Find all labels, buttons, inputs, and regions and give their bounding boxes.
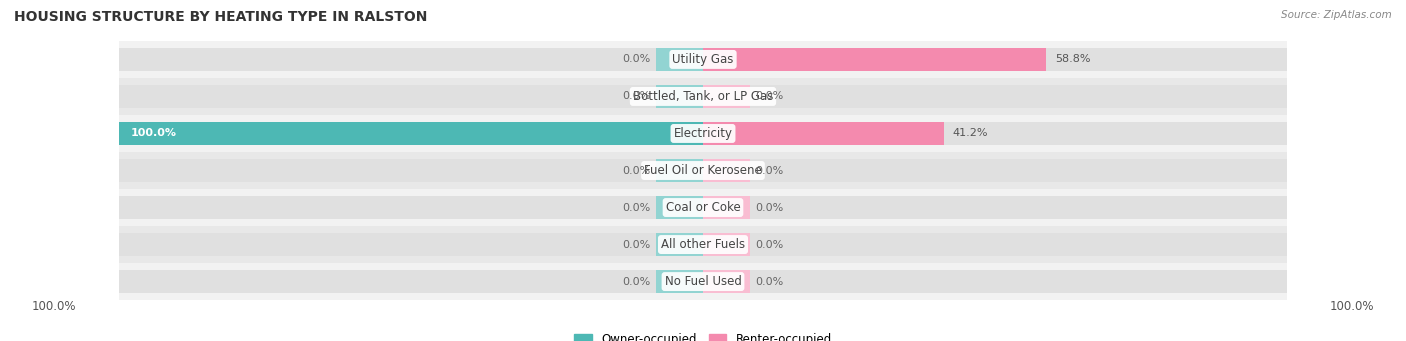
- Bar: [120, 234, 703, 256]
- Text: 0.0%: 0.0%: [755, 91, 783, 102]
- Bar: [120, 263, 1286, 300]
- Bar: [703, 234, 1286, 256]
- Text: 0.0%: 0.0%: [623, 91, 651, 102]
- Text: 100.0%: 100.0%: [1330, 300, 1375, 313]
- Bar: [703, 48, 1286, 71]
- Bar: [657, 196, 703, 219]
- Text: 100.0%: 100.0%: [31, 300, 76, 313]
- Bar: [703, 270, 1286, 293]
- Bar: [120, 122, 703, 145]
- Text: 58.8%: 58.8%: [1054, 55, 1091, 64]
- Bar: [703, 122, 943, 145]
- Text: Bottled, Tank, or LP Gas: Bottled, Tank, or LP Gas: [633, 90, 773, 103]
- Bar: [703, 196, 749, 219]
- Text: Fuel Oil or Kerosene: Fuel Oil or Kerosene: [644, 164, 762, 177]
- Bar: [703, 234, 749, 256]
- Text: 41.2%: 41.2%: [952, 129, 988, 138]
- Text: 0.0%: 0.0%: [755, 277, 783, 286]
- Bar: [657, 85, 703, 107]
- Bar: [657, 234, 703, 256]
- Bar: [120, 78, 1286, 115]
- Text: 0.0%: 0.0%: [755, 239, 783, 250]
- Bar: [120, 122, 703, 145]
- Text: Electricity: Electricity: [673, 127, 733, 140]
- Text: 0.0%: 0.0%: [623, 55, 651, 64]
- Bar: [120, 270, 703, 293]
- Bar: [703, 196, 1286, 219]
- Bar: [120, 152, 1286, 189]
- Bar: [120, 189, 1286, 226]
- Text: Utility Gas: Utility Gas: [672, 53, 734, 66]
- Bar: [120, 226, 1286, 263]
- Text: Coal or Coke: Coal or Coke: [665, 201, 741, 214]
- Bar: [657, 48, 703, 71]
- Bar: [120, 115, 1286, 152]
- Bar: [703, 159, 1286, 182]
- Bar: [703, 85, 749, 107]
- Bar: [120, 48, 703, 71]
- Text: No Fuel Used: No Fuel Used: [665, 275, 741, 288]
- Bar: [120, 41, 1286, 78]
- Text: 0.0%: 0.0%: [623, 239, 651, 250]
- Bar: [703, 159, 749, 182]
- Text: All other Fuels: All other Fuels: [661, 238, 745, 251]
- Bar: [703, 48, 1046, 71]
- Text: 100.0%: 100.0%: [131, 129, 177, 138]
- Text: 0.0%: 0.0%: [755, 203, 783, 212]
- Bar: [120, 196, 703, 219]
- Bar: [120, 159, 703, 182]
- Text: Source: ZipAtlas.com: Source: ZipAtlas.com: [1281, 10, 1392, 20]
- Text: 0.0%: 0.0%: [623, 277, 651, 286]
- Bar: [657, 159, 703, 182]
- Bar: [703, 270, 749, 293]
- Text: 0.0%: 0.0%: [623, 203, 651, 212]
- Bar: [657, 270, 703, 293]
- Bar: [120, 85, 703, 107]
- Bar: [703, 85, 1286, 107]
- Text: 0.0%: 0.0%: [755, 165, 783, 176]
- Text: 0.0%: 0.0%: [623, 165, 651, 176]
- Text: HOUSING STRUCTURE BY HEATING TYPE IN RALSTON: HOUSING STRUCTURE BY HEATING TYPE IN RAL…: [14, 10, 427, 24]
- Legend: Owner-occupied, Renter-occupied: Owner-occupied, Renter-occupied: [569, 329, 837, 341]
- Bar: [703, 122, 1286, 145]
